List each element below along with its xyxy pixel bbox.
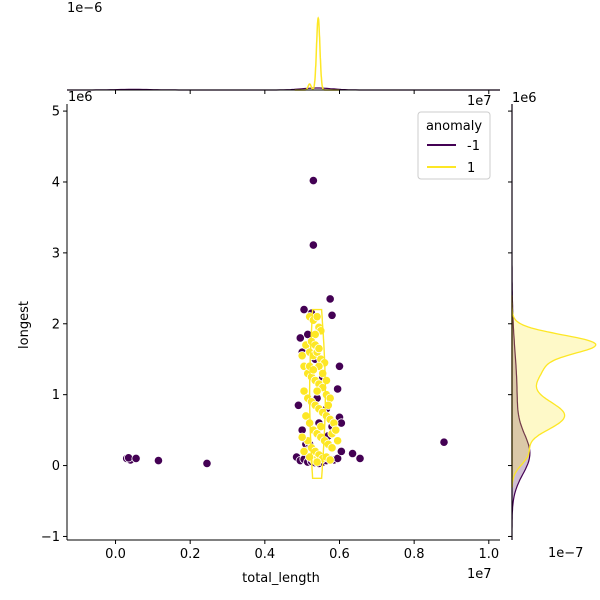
right-marginal-kde-curves — [511, 104, 597, 540]
right-marginal-offset-label: 1e−7 — [548, 546, 583, 561]
x-tick-label: 1.0 — [478, 547, 499, 562]
top-marginal: 1e−6 — [67, 1, 500, 94]
y-tick-label: 0 — [52, 459, 60, 474]
point-anomaly-neg1 — [325, 294, 335, 304]
point-anomaly-1 — [297, 432, 307, 442]
point-anomaly-neg1 — [347, 448, 358, 459]
point-anomaly-neg1 — [336, 446, 346, 456]
right-marginal-top-offset-label: 1e6 — [512, 91, 537, 106]
point-anomaly-1 — [312, 312, 322, 322]
y-tick-label: 4 — [52, 175, 60, 190]
right-marginal-ticks — [508, 110, 512, 537]
point-anomaly-1 — [316, 421, 326, 432]
point-anomaly-neg1 — [293, 400, 304, 410]
x-tick-label: 0.6 — [329, 547, 350, 562]
top-marginal-offset-label: 1e−6 — [67, 1, 102, 16]
point-anomaly-1 — [333, 436, 343, 446]
y-tick-label: 1 — [52, 388, 60, 403]
y-tick-label: 2 — [52, 317, 60, 332]
right-kde-1 — [511, 295, 597, 488]
point-anomaly-neg1 — [327, 310, 337, 320]
scatter-points — [122, 175, 449, 469]
density-overlay — [308, 308, 326, 479]
x-offset-label: 1e7 — [467, 567, 492, 582]
point-anomaly-1 — [323, 400, 333, 410]
y-tick-label: −1 — [41, 530, 60, 545]
point-anomaly-1 — [299, 446, 309, 456]
y-tick-label: 3 — [52, 246, 60, 261]
point-anomaly-neg1 — [202, 458, 212, 469]
point-anomaly-1 — [327, 443, 337, 453]
x-tick-label: 0.0 — [105, 547, 126, 562]
point-anomaly-neg1 — [299, 304, 309, 315]
point-anomaly-1 — [299, 386, 309, 396]
point-anomaly-1 — [321, 375, 332, 386]
x-tick-label: 0.4 — [254, 547, 275, 562]
legend-label-1: 1 — [467, 161, 475, 176]
density-contour-1 — [308, 308, 326, 479]
point-anomaly-neg1 — [333, 384, 343, 394]
point-anomaly-neg1 — [295, 333, 305, 343]
legend: anomaly -1 1 — [417, 111, 491, 180]
point-anomaly-1 — [297, 351, 307, 361]
x-offset-label-top: 1e7 — [467, 94, 492, 109]
top-kde-1 — [294, 16, 340, 91]
y-axis-label: longest — [17, 301, 32, 349]
point-anomaly-neg1 — [439, 437, 449, 447]
x-axis-label: total_length — [242, 571, 320, 586]
point-anomaly-neg1 — [355, 453, 365, 464]
top-marginal-kde-curves — [67, 16, 500, 91]
point-anomaly-1 — [314, 343, 324, 354]
legend-title: anomaly — [426, 119, 482, 134]
point-anomaly-neg1 — [334, 361, 345, 371]
x-axis-ticks: 0.0 0.2 0.4 0.6 0.8 1.0 — [105, 540, 499, 562]
point-anomaly-1 — [308, 365, 318, 375]
right-marginal: 1e6 1e−7 — [508, 91, 597, 561]
x-tick-label: 0.8 — [404, 547, 425, 562]
point-anomaly-neg1 — [131, 453, 141, 464]
point-anomaly-neg1 — [308, 240, 318, 250]
point-anomaly-1 — [325, 455, 335, 465]
point-anomaly-1 — [312, 386, 322, 396]
point-anomaly-neg1 — [153, 455, 164, 466]
point-anomaly-neg1 — [308, 175, 318, 186]
top-marginal-ticks — [115, 90, 490, 94]
y-axis-ticks: −1 0 1 2 3 4 5 — [41, 105, 67, 545]
point-anomaly-1 — [331, 425, 341, 435]
y-tick-label: 5 — [52, 105, 60, 120]
point-anomaly-1 — [312, 457, 322, 467]
x-tick-label: 0.2 — [180, 547, 201, 562]
legend-label-neg1: -1 — [467, 139, 480, 154]
y-offset-label: 1e6 — [68, 90, 93, 105]
